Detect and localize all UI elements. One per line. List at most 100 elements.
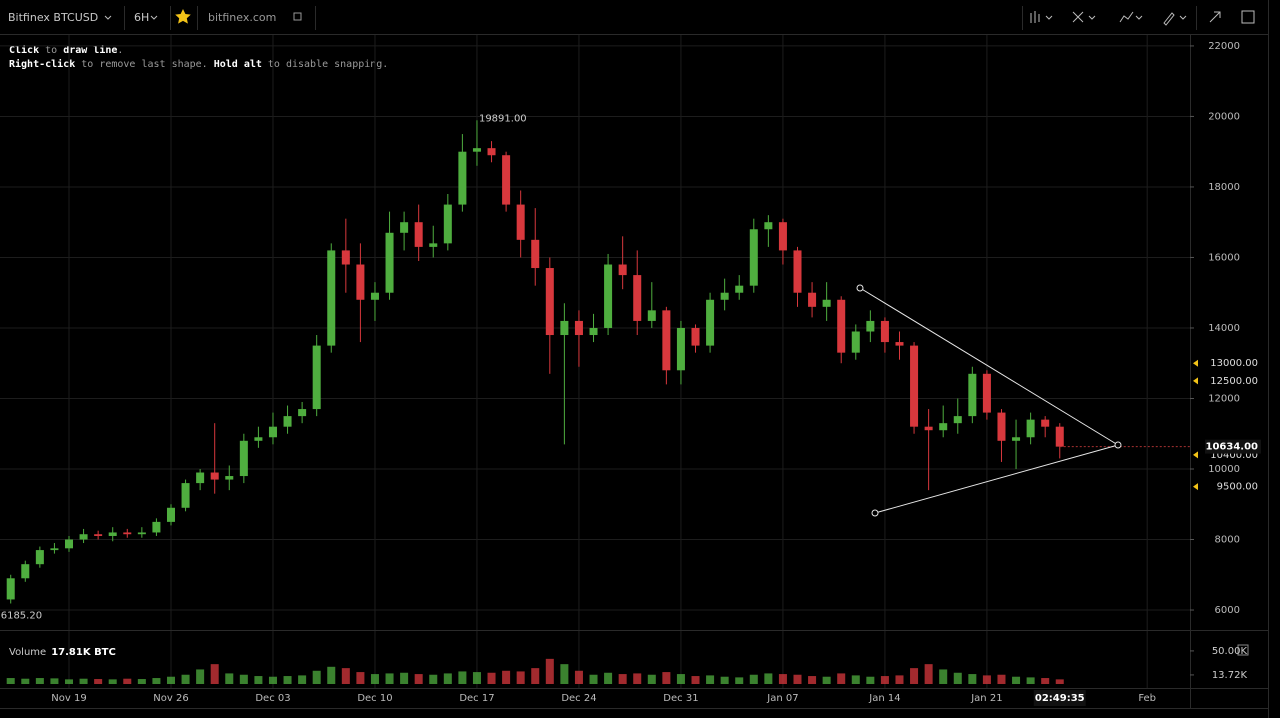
- plot: [6, 120, 1190, 684]
- candle-body: [706, 299, 715, 346]
- y-tick-label: 12000: [1208, 393, 1240, 404]
- candle-body: [531, 239, 540, 269]
- volume-bar: [166, 676, 175, 684]
- candle-body: [79, 534, 88, 540]
- chevron: [150, 15, 158, 20]
- volume-bar: [458, 671, 467, 684]
- candle-body: [560, 320, 569, 336]
- candle-body: [210, 472, 219, 480]
- volume-bar: [196, 669, 205, 684]
- candle-body: [487, 148, 496, 156]
- x-tick-label: Dec 31: [663, 693, 698, 704]
- site-link[interactable]: bitfinex.com: [208, 11, 276, 24]
- volume-bar: [604, 672, 613, 684]
- tool-icons[interactable]: [1030, 10, 1255, 26]
- handle[interactable]: [871, 509, 879, 517]
- candle-body: [1055, 426, 1064, 447]
- volume-bar: [327, 666, 336, 684]
- candle-body: [472, 148, 481, 152]
- candle-body: [691, 327, 700, 346]
- x-tick-label: Nov 26: [153, 693, 188, 704]
- order-marker: [1193, 377, 1198, 385]
- candle-body: [822, 299, 831, 307]
- order-label: 13000.00: [1210, 358, 1258, 369]
- candle-body: [735, 285, 744, 293]
- volume-bar: [225, 673, 234, 684]
- volume-bar: [574, 670, 583, 684]
- volume-bar: [866, 676, 875, 684]
- volume-bar: [749, 674, 758, 684]
- volume-bar: [239, 674, 248, 684]
- candle-body: [968, 373, 977, 417]
- high-label: 19891.00: [479, 113, 527, 124]
- x-tick-label: Dec 10: [357, 693, 392, 704]
- volume-bar: [910, 668, 919, 684]
- candle-body: [50, 548, 59, 551]
- volume-bar: [268, 676, 277, 684]
- hint-line: Right-click to remove last shape. Hold a…: [9, 58, 388, 70]
- x-tick-label: Feb: [1138, 693, 1156, 704]
- volume-bar: [735, 677, 744, 684]
- hint-segment: .: [117, 45, 123, 56]
- candle-body: [778, 222, 787, 251]
- interval[interactable]: 6H: [134, 11, 149, 24]
- volume-title: Volume 17.81K BTC: [9, 647, 116, 658]
- volume-bar: [837, 673, 846, 684]
- candle-body: [312, 345, 321, 410]
- candle-body: [181, 483, 190, 508]
- hint-segment: Right-click: [9, 58, 75, 70]
- candle-body: [793, 250, 802, 293]
- y-tick-label: 16000: [1208, 252, 1240, 263]
- candle-body: [21, 564, 30, 579]
- pane-button[interactable]: [1237, 644, 1249, 656]
- trend-line: [874, 444, 1119, 514]
- favorite-star[interactable]: [175, 9, 191, 24]
- volume-tick-label: 50.00K: [1212, 646, 1248, 657]
- candle-body: [152, 521, 161, 533]
- candle-body: [837, 299, 846, 353]
- volume-bar: [312, 670, 321, 684]
- hint-segment: to: [39, 45, 63, 56]
- order-label: 12500.00: [1210, 376, 1258, 387]
- x-tick-label: Nov 19: [51, 693, 86, 704]
- candle-body: [808, 292, 817, 307]
- volume-bar: [647, 674, 656, 684]
- candle-body: [633, 275, 642, 321]
- candle-body: [123, 532, 132, 535]
- volume-bar: [720, 676, 729, 684]
- candle-body: [647, 310, 656, 321]
- order-marker: [1193, 359, 1198, 367]
- candle-body: [676, 327, 685, 371]
- candle-body: [880, 320, 889, 343]
- volume-bar: [851, 675, 860, 684]
- volume-bar: [429, 674, 438, 684]
- handle[interactable]: [1114, 441, 1122, 449]
- volume-bar: [997, 674, 1006, 684]
- volume-bar: [676, 674, 685, 684]
- volume-bar: [6, 678, 15, 684]
- volume-bar: [385, 673, 394, 684]
- candle-body: [429, 243, 438, 247]
- volume-bar: [400, 672, 409, 684]
- volume-tick-label: 13.72K: [1212, 670, 1248, 681]
- y-tick-label: 10000: [1208, 464, 1240, 475]
- candle-body: [356, 264, 365, 300]
- candle-body: [108, 532, 117, 536]
- candle-body: [6, 578, 15, 600]
- volume-bar: [254, 676, 263, 684]
- handle[interactable]: [856, 284, 864, 292]
- volume-bar: [982, 675, 991, 684]
- volume-bar: [370, 674, 379, 684]
- candle-body: [35, 550, 44, 565]
- external-icon: [293, 12, 302, 21]
- volume-bar: [298, 675, 307, 684]
- volume-bar: [531, 668, 540, 684]
- candle-body: [866, 320, 875, 332]
- symbol[interactable]: Bitfinex BTCUSD: [8, 11, 98, 24]
- candle-body: [924, 426, 933, 431]
- candle-body: [953, 416, 962, 424]
- candle-body: [910, 345, 919, 427]
- drawn-triangle: [856, 284, 1122, 517]
- volume-bar: [341, 668, 350, 684]
